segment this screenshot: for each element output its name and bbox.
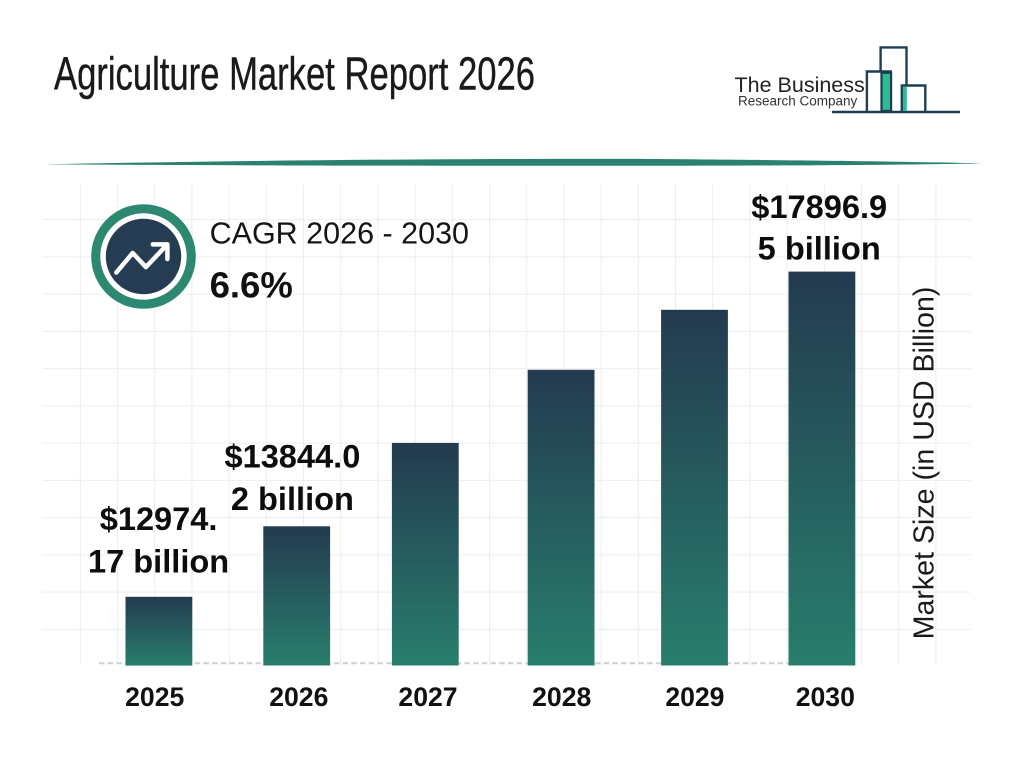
svg-text:CAGR 2026 - 2030: CAGR 2026 - 2030 xyxy=(210,217,469,251)
svg-text:$17896.9: $17896.9 xyxy=(751,188,887,225)
svg-text:2030: 2030 xyxy=(796,682,855,712)
svg-text:2025: 2025 xyxy=(125,682,184,712)
svg-text:17 billion: 17 billion xyxy=(88,543,229,580)
svg-text:$12974.: $12974. xyxy=(100,500,218,537)
svg-text:Market Size (in USD Billion): Market Size (in USD Billion) xyxy=(909,287,941,640)
svg-text:Research Company: Research Company xyxy=(738,93,858,108)
svg-text:The Business: The Business xyxy=(735,73,865,97)
svg-text:5 billion: 5 billion xyxy=(758,230,881,267)
svg-text:2027: 2027 xyxy=(398,682,457,712)
svg-text:Agriculture Market Report 2026: Agriculture Market Report 2026 xyxy=(54,48,535,100)
svg-text:2028: 2028 xyxy=(532,682,591,712)
svg-text:2029: 2029 xyxy=(665,682,724,712)
svg-text:$13844.0: $13844.0 xyxy=(224,438,360,475)
svg-text:2 billion: 2 billion xyxy=(231,480,354,517)
svg-text:6.6%: 6.6% xyxy=(210,265,293,306)
svg-text:2026: 2026 xyxy=(269,682,328,712)
